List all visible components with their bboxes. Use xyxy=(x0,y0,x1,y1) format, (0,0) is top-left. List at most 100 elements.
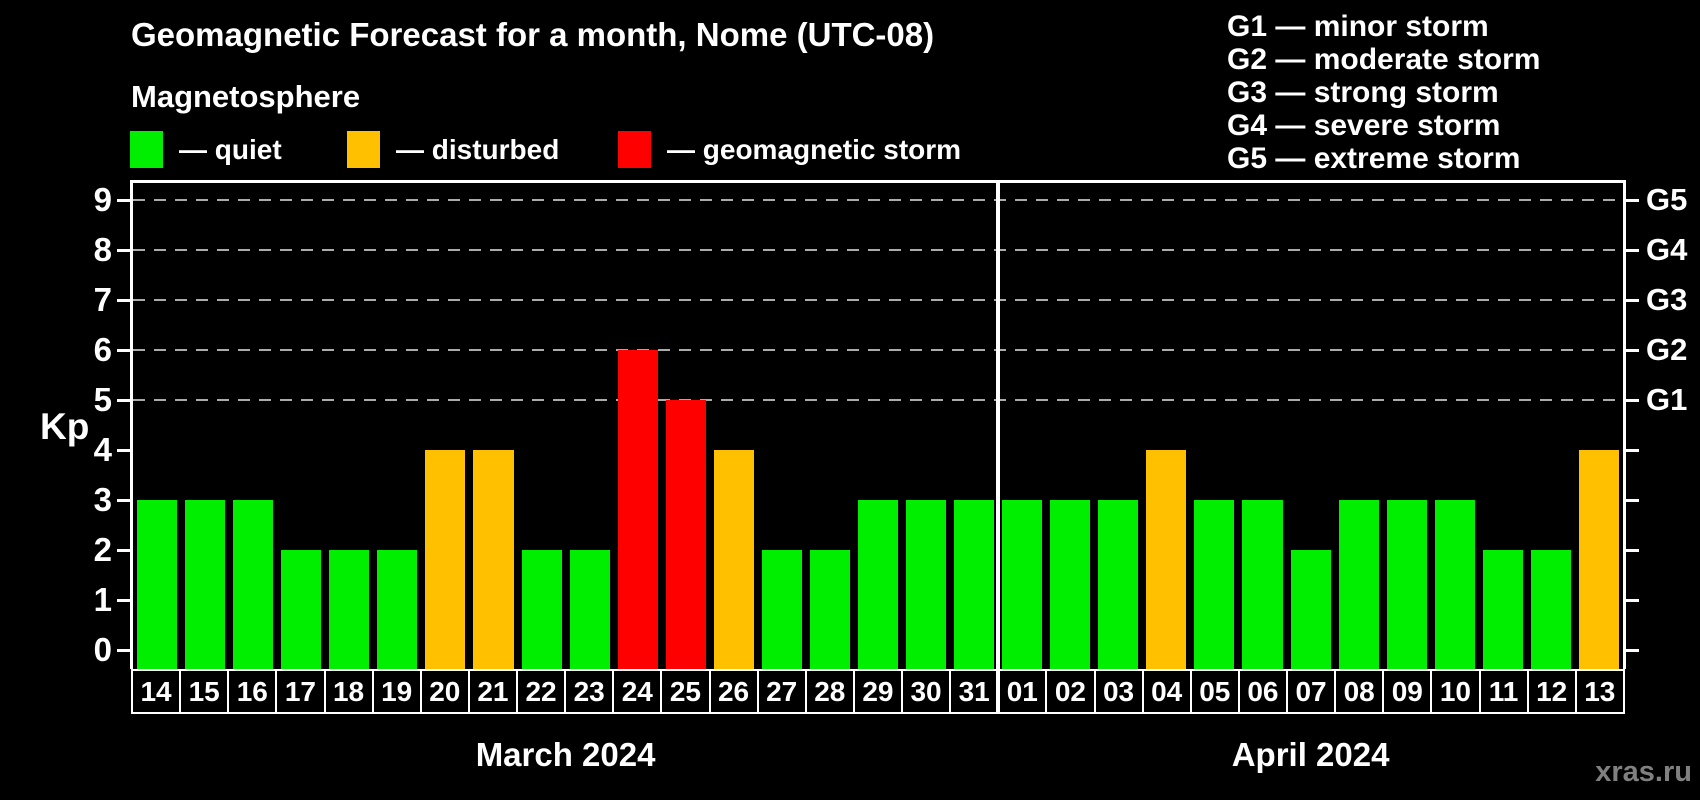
day-label-march-25: 25 xyxy=(660,671,708,712)
kp-bar-april-06 xyxy=(1242,500,1283,669)
day-label-march-31: 31 xyxy=(949,671,997,712)
legend-label-disturbed: — disturbed xyxy=(396,133,560,165)
y-axis-title: Kp xyxy=(40,406,90,447)
day-label-march-27: 27 xyxy=(756,671,805,712)
legend-label-storm: — geomagnetic storm xyxy=(667,133,962,165)
y-axis-tick-left-7 xyxy=(117,298,130,302)
y-axis-tick-right-2 xyxy=(1626,548,1639,552)
day-label-april-03: 03 xyxy=(1093,671,1142,712)
legend-label-quiet: — quiet xyxy=(179,133,282,165)
g-scale-label-g5: G5 xyxy=(1646,182,1688,217)
gridline-kp8 xyxy=(133,249,1623,251)
kp-bar-march-14 xyxy=(137,500,178,669)
month-separator-line xyxy=(996,183,1001,714)
legend-swatch-disturbed-icon xyxy=(347,131,380,168)
day-label-april-01: 01 xyxy=(997,671,1045,712)
day-label-march-20: 20 xyxy=(419,671,468,712)
storm-scale-line-g4: G4 — severe storm xyxy=(1227,109,1501,142)
kp-bar-march-21 xyxy=(473,450,514,669)
y-axis-tick-right-4 xyxy=(1626,448,1639,452)
day-label-march-26: 26 xyxy=(708,671,757,712)
y-axis-tick-left-9 xyxy=(117,198,130,202)
g-scale-label-g1: G1 xyxy=(1646,382,1688,417)
kp-bar-march-31 xyxy=(954,500,995,669)
y-axis-label-9: 9 xyxy=(93,181,112,218)
y-axis-tick-left-2 xyxy=(117,548,130,552)
storm-scale-line-g2: G2 — moderate storm xyxy=(1227,43,1541,76)
gridline-kp9 xyxy=(133,199,1623,201)
kp-bar-march-25 xyxy=(665,400,706,669)
y-axis-tick-right-7 xyxy=(1626,298,1639,302)
day-label-march-17: 17 xyxy=(275,671,323,712)
kp-bar-april-09 xyxy=(1386,500,1427,669)
y-axis-label-8: 8 xyxy=(93,231,112,268)
day-label-march-23: 23 xyxy=(564,671,612,712)
kp-bar-april-13 xyxy=(1578,450,1619,669)
kp-bar-april-07 xyxy=(1290,550,1331,669)
gridline-kp6 xyxy=(133,349,1623,351)
storm-scale-line-g1: G1 — minor storm xyxy=(1227,10,1489,43)
day-label-march-29: 29 xyxy=(852,671,901,712)
y-axis-tick-left-5 xyxy=(117,398,130,402)
day-label-march-18: 18 xyxy=(323,671,372,712)
day-label-april-07: 07 xyxy=(1286,671,1334,712)
day-label-march-14: 14 xyxy=(140,675,172,707)
g-scale-label-g2: G2 xyxy=(1646,332,1688,367)
y-axis-tick-right-1 xyxy=(1626,598,1639,602)
kp-bar-april-04 xyxy=(1146,450,1187,669)
kp-bar-march-24 xyxy=(617,350,658,669)
day-label-april-02: 02 xyxy=(1045,671,1093,712)
legend-swatch-quiet-icon xyxy=(130,131,163,168)
day-label-april-05: 05 xyxy=(1189,671,1238,712)
day-label-march-16: 16 xyxy=(227,671,275,712)
kp-bar-march-23 xyxy=(569,550,610,669)
legend-swatch-storm-icon xyxy=(618,131,651,168)
kp-bar-march-30 xyxy=(906,500,947,669)
y-axis-tick-left-6 xyxy=(117,348,130,352)
y-axis-label-7: 7 xyxy=(93,281,112,318)
g-scale-label-g4: G4 xyxy=(1646,232,1688,267)
day-label-march-30: 30 xyxy=(901,671,949,712)
kp-bar-april-05 xyxy=(1194,500,1235,669)
legend-item-storm: — geomagnetic storm xyxy=(618,131,961,168)
kp-bar-march-26 xyxy=(713,450,754,669)
day-label-april-09: 09 xyxy=(1382,671,1430,712)
kp-bar-march-27 xyxy=(761,550,802,669)
kp-bar-march-15 xyxy=(185,500,226,669)
y-axis-tick-left-3 xyxy=(117,498,130,502)
day-label-april-11: 11 xyxy=(1478,671,1527,712)
plot-area xyxy=(130,180,1626,669)
watermark: xras.ru xyxy=(1595,756,1692,788)
y-axis-tick-left-0 xyxy=(117,648,130,652)
day-label-april-10: 10 xyxy=(1430,671,1478,712)
day-label-march-15: 15 xyxy=(179,671,227,712)
day-label-april-04: 04 xyxy=(1141,671,1190,712)
kp-bar-april-12 xyxy=(1530,550,1571,669)
kp-bar-april-10 xyxy=(1434,500,1475,669)
g-scale-label-g3: G3 xyxy=(1646,282,1688,317)
y-axis-tick-left-1 xyxy=(117,598,130,602)
day-label-april-12: 12 xyxy=(1526,671,1575,712)
y-axis-tick-right-9 xyxy=(1626,198,1639,202)
storm-scale-line-g5: G5 — extreme storm xyxy=(1227,142,1521,175)
month-label-march: March 2024 xyxy=(475,736,656,773)
kp-bar-april-01 xyxy=(1002,500,1043,669)
y-axis-tick-left-4 xyxy=(117,448,130,452)
kp-bar-march-19 xyxy=(377,550,418,669)
chart-title: Geomagnetic Forecast for a month, Nome (… xyxy=(131,16,935,53)
y-axis-tick-right-0 xyxy=(1626,648,1639,652)
y-axis-label-3: 3 xyxy=(93,481,112,518)
month-label-april: April 2024 xyxy=(1231,736,1390,773)
kp-bar-march-16 xyxy=(233,500,274,669)
day-label-april-13: 13 xyxy=(1574,671,1623,712)
day-label-april-08: 08 xyxy=(1334,671,1382,712)
kp-bar-march-29 xyxy=(857,500,899,669)
day-label-april-06: 06 xyxy=(1237,671,1286,712)
day-label-march-24: 24 xyxy=(612,671,660,712)
y-axis-label-1: 1 xyxy=(93,581,112,618)
kp-bar-march-18 xyxy=(329,550,370,669)
y-axis-label-4: 4 xyxy=(93,431,112,468)
y-axis-tick-right-5 xyxy=(1626,398,1639,402)
day-label-march-19: 19 xyxy=(371,671,420,712)
